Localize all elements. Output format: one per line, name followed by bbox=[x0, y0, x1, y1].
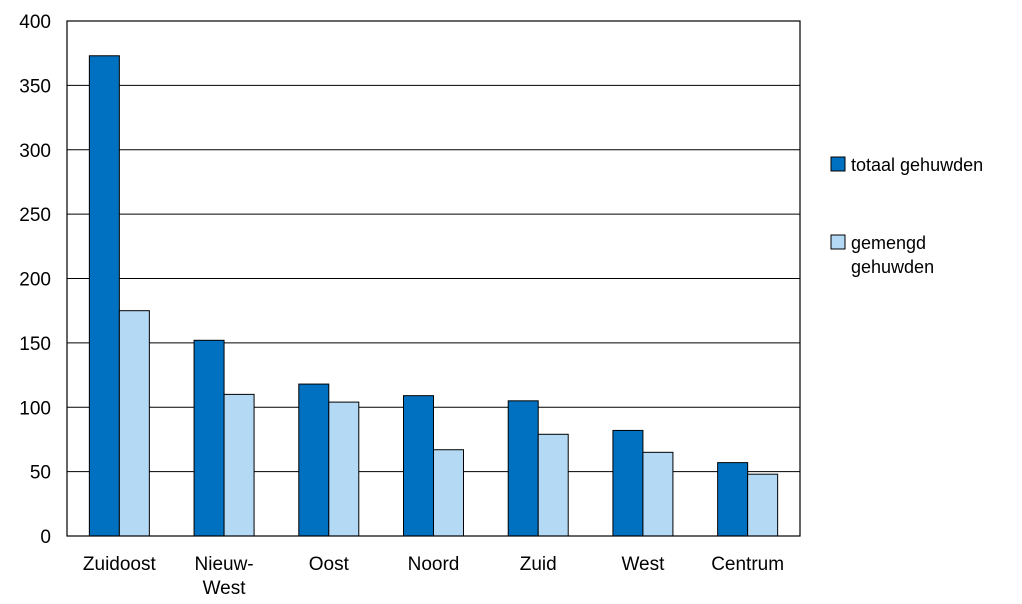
x-axis-categories: Zuidoost Nieuw- West Oost Noord Zuid West Centr… bbox=[83, 554, 784, 599]
x-category-label-line: Noord bbox=[408, 554, 460, 575]
x-category-label-line: Centrum bbox=[711, 554, 784, 575]
x-category-label: Zuid bbox=[520, 554, 557, 575]
bar-gemengd-4 bbox=[537, 433, 569, 537]
gridlines bbox=[67, 84, 800, 473]
bar-totaal-4 bbox=[507, 400, 539, 537]
legend-label-gemengd: gemengd gehuwden bbox=[851, 233, 934, 277]
legend-label-line: gehuwden bbox=[851, 257, 934, 277]
x-category-label: Oost bbox=[309, 554, 350, 575]
legend-swatch-gemengd bbox=[830, 234, 846, 250]
legend-label-line: gemengd bbox=[851, 233, 926, 253]
x-category-label-line: West bbox=[621, 554, 665, 575]
bar-gemengd-1 bbox=[223, 393, 255, 537]
bar-gemengd-6 bbox=[747, 473, 779, 537]
bar-totaal-1 bbox=[193, 339, 225, 537]
x-category-label-line: West bbox=[203, 578, 247, 599]
legend: totaal gehuwden gemengd gehuwden bbox=[830, 155, 983, 277]
y-tick-label: 250 bbox=[19, 205, 51, 226]
y-tick-label: 350 bbox=[19, 76, 51, 97]
bar-totaal-2 bbox=[298, 383, 330, 537]
bar-totaal-5 bbox=[612, 429, 644, 537]
x-category-label-line: Oost bbox=[309, 554, 350, 575]
x-category-label-line: Zuid bbox=[520, 554, 557, 575]
x-category-label: Centrum bbox=[711, 554, 784, 575]
bar-totaal-3 bbox=[403, 395, 434, 537]
bar-totaal-6 bbox=[717, 462, 749, 537]
bar-gemengd-2 bbox=[328, 401, 360, 537]
x-category-label: Nieuw- West bbox=[195, 554, 254, 599]
legend-label-totaal: totaal gehuwden bbox=[851, 155, 983, 175]
bars bbox=[88, 55, 779, 537]
x-category-label: Zuidoost bbox=[83, 554, 157, 575]
y-tick-label: 150 bbox=[19, 334, 51, 355]
x-category-label-line: Zuidoost bbox=[83, 554, 157, 575]
x-category-label-line: Nieuw- bbox=[195, 554, 254, 575]
bar-totaal-0 bbox=[88, 55, 120, 537]
bar-gemengd-3 bbox=[433, 449, 464, 537]
y-tick-label: 200 bbox=[19, 270, 51, 291]
y-tick-label: 0 bbox=[40, 527, 51, 548]
x-category-label: Noord bbox=[408, 554, 460, 575]
plot-frame bbox=[66, 20, 801, 537]
y-tick-label: 400 bbox=[19, 12, 51, 33]
x-category-label: West bbox=[621, 554, 665, 575]
legend-label-line: totaal gehuwden bbox=[851, 155, 983, 175]
y-tick-label: 300 bbox=[19, 141, 51, 162]
y-tick-label: 50 bbox=[30, 463, 51, 484]
bar-gemengd-0 bbox=[118, 310, 150, 537]
y-axis-ticks: 0 50 100 150 200 250 300 350 400 bbox=[19, 12, 51, 548]
legend-swatch-totaal bbox=[830, 156, 846, 172]
bar-gemengd-5 bbox=[642, 451, 674, 537]
y-tick-label: 100 bbox=[19, 398, 51, 419]
